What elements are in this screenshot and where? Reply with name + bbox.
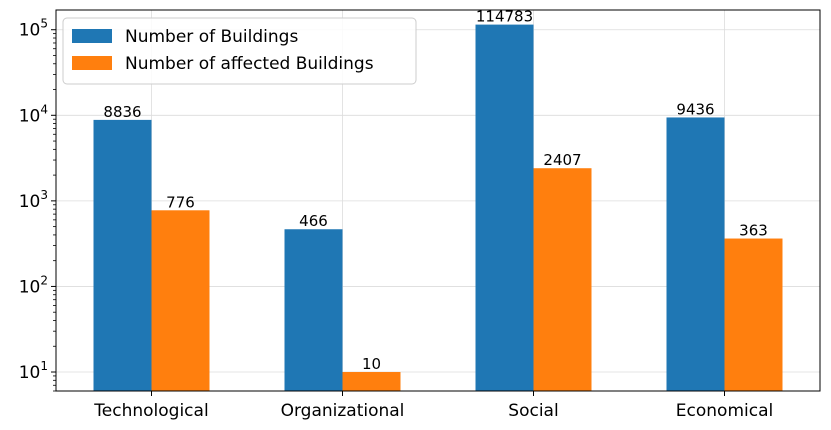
bar-value-label: 776: [166, 193, 195, 211]
bar-buildings: [475, 24, 534, 392]
bar-value-label: 2407: [543, 151, 581, 169]
y-tick-base: 10: [19, 21, 41, 41]
bar-affected-buildings: [533, 168, 592, 391]
bar-buildings: [666, 117, 725, 392]
y-tick-base: 10: [19, 363, 41, 383]
bar-buildings: [284, 229, 343, 391]
x-category-label: Technological: [93, 401, 208, 421]
bar-affected-buildings: [342, 372, 401, 391]
legend-swatch: [72, 56, 112, 70]
bars: [93, 24, 783, 392]
y-tick-base: 10: [19, 277, 41, 297]
bar-affected-buildings: [724, 238, 783, 391]
x-category-label: Social: [508, 401, 558, 421]
bar-value-label: 9436: [676, 100, 714, 118]
y-tick-label: 102: [19, 273, 48, 297]
y-tick-exponent: 5: [40, 17, 48, 31]
y-tick-exponent: 2: [40, 273, 48, 287]
legend-box: [62, 17, 417, 85]
legend-swatch: [72, 29, 112, 43]
legend: Number of Buildings Number of affected Bu…: [62, 17, 417, 85]
x-axis: Technological Organizational Social Economi…: [93, 391, 773, 421]
bar-value-label: 10: [362, 355, 381, 373]
legend-label: Number of Buildings: [125, 27, 298, 47]
y-tick-exponent: 3: [40, 188, 48, 202]
y-tick-label: 103: [19, 188, 48, 212]
y-tick-exponent: 4: [40, 102, 48, 116]
y-tick-label: 104: [19, 102, 48, 126]
y-tick-label: 105: [19, 17, 48, 41]
bar-affected-buildings: [151, 210, 210, 391]
bar-value-label: 466: [299, 212, 328, 230]
bar-value-labels: 8836 776 466 10 114783 2407 9436 363: [103, 8, 767, 373]
legend-label: Number of affected Buildings: [125, 54, 374, 74]
x-category-label: Organizational: [281, 401, 405, 421]
bar-value-label: 363: [739, 222, 768, 240]
bar-buildings: [93, 119, 152, 392]
y-tick-base: 10: [19, 106, 41, 126]
y-tick-exponent: 1: [40, 359, 48, 373]
bar-value-label: 8836: [103, 103, 141, 121]
bar-value-label: 114783: [476, 8, 533, 26]
x-category-label: Economical: [676, 401, 773, 421]
y-tick-base: 10: [19, 192, 41, 212]
y-tick-label: 101: [19, 359, 48, 383]
